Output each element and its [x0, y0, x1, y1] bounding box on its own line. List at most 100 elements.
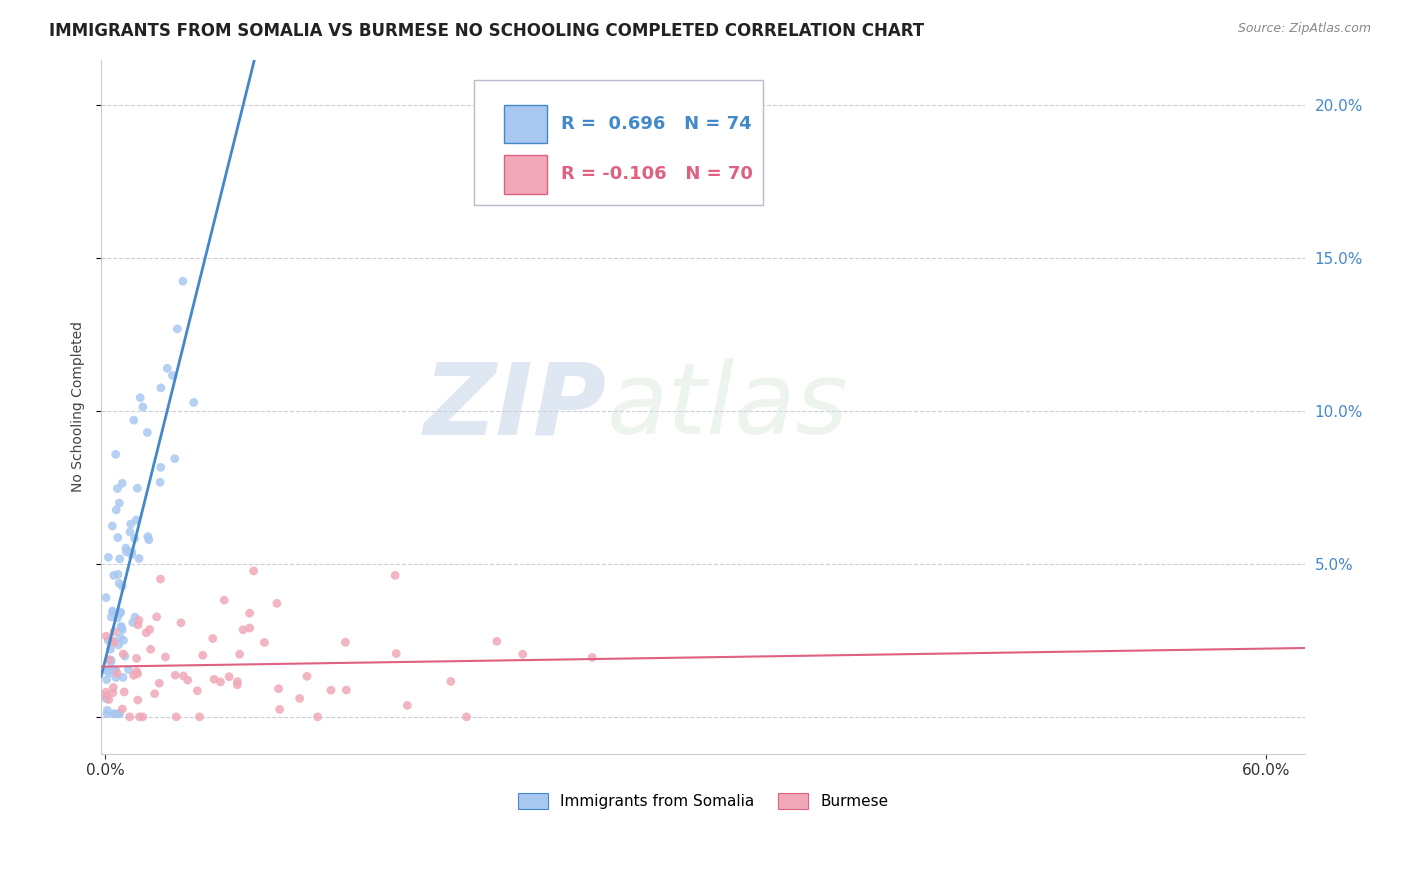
Point — [103, 568, 125, 582]
Point — [105, 503, 128, 517]
Point — [94, 685, 117, 699]
Point — [319, 683, 342, 698]
Point — [440, 674, 463, 689]
Point — [96, 664, 118, 678]
Point — [121, 548, 143, 562]
FancyBboxPatch shape — [505, 104, 547, 143]
Point — [149, 381, 172, 395]
Point — [170, 615, 193, 630]
FancyBboxPatch shape — [474, 80, 763, 205]
Point — [112, 633, 135, 648]
Point — [105, 666, 128, 681]
Y-axis label: No Schooling Completed: No Schooling Completed — [72, 321, 86, 492]
Point — [103, 681, 125, 695]
Point — [118, 710, 141, 724]
Point — [96, 663, 118, 677]
Point — [108, 706, 131, 721]
Point — [112, 670, 135, 684]
Point — [212, 593, 235, 607]
Point — [96, 706, 118, 721]
Point — [385, 647, 408, 661]
Point — [127, 481, 149, 495]
Point — [94, 691, 117, 706]
Point — [114, 648, 136, 663]
Point — [485, 634, 508, 648]
Point — [145, 610, 167, 624]
Point — [108, 552, 131, 566]
Point — [107, 611, 129, 625]
Point — [104, 663, 127, 677]
Point — [335, 635, 357, 649]
Point — [103, 664, 125, 678]
Point — [138, 533, 160, 547]
Point — [100, 642, 122, 657]
Point — [396, 698, 419, 713]
Point — [110, 619, 132, 633]
Point — [104, 706, 127, 721]
Point — [107, 531, 129, 545]
Point — [188, 710, 211, 724]
Point — [239, 621, 262, 635]
Point — [162, 368, 184, 383]
Point — [125, 665, 148, 679]
Point — [100, 610, 122, 624]
Point — [96, 673, 118, 687]
Point — [101, 519, 124, 533]
Point — [111, 476, 134, 491]
Legend: Immigrants from Somalia, Burmese: Immigrants from Somalia, Burmese — [512, 787, 894, 815]
Point — [125, 513, 148, 527]
Point — [101, 633, 124, 648]
Point — [122, 413, 145, 427]
Point — [218, 670, 240, 684]
Point — [201, 632, 224, 646]
Point — [121, 615, 143, 630]
Point — [94, 689, 117, 703]
Point — [155, 649, 177, 664]
Point — [307, 710, 329, 724]
Point — [104, 447, 127, 461]
Point — [191, 648, 214, 663]
Text: ZIP: ZIP — [423, 358, 607, 455]
Point — [239, 606, 262, 620]
Point — [100, 653, 122, 667]
Point — [209, 675, 232, 690]
Point — [124, 532, 146, 546]
Point — [108, 631, 131, 645]
Point — [139, 642, 162, 657]
Point — [97, 550, 120, 565]
Point — [232, 623, 254, 637]
Point — [148, 676, 170, 690]
Point — [163, 451, 186, 466]
Point — [128, 710, 150, 724]
Point — [172, 669, 194, 683]
Point — [108, 576, 131, 591]
Point — [456, 710, 478, 724]
Point — [108, 496, 131, 510]
Point — [97, 692, 120, 706]
Point — [128, 551, 150, 566]
Text: atlas: atlas — [607, 358, 848, 455]
Point — [149, 572, 172, 586]
Point — [132, 710, 155, 724]
Point — [143, 687, 166, 701]
Text: Source: ZipAtlas.com: Source: ZipAtlas.com — [1237, 22, 1371, 36]
Point — [136, 530, 159, 544]
Text: R =  0.696   N = 74: R = 0.696 N = 74 — [561, 115, 752, 133]
Point — [127, 693, 149, 707]
Point — [112, 685, 135, 699]
Point — [149, 475, 172, 490]
FancyBboxPatch shape — [505, 155, 547, 194]
Point — [165, 668, 187, 682]
Point — [186, 683, 208, 698]
Text: IMMIGRANTS FROM SOMALIA VS BURMESE NO SCHOOLING COMPLETED CORRELATION CHART: IMMIGRANTS FROM SOMALIA VS BURMESE NO SC… — [49, 22, 924, 40]
Point — [266, 596, 288, 610]
Point — [101, 606, 124, 620]
Point — [165, 710, 187, 724]
Point — [96, 629, 118, 643]
Text: R = -0.106   N = 70: R = -0.106 N = 70 — [561, 165, 752, 184]
Point — [125, 651, 148, 665]
Point — [139, 623, 162, 637]
Point — [103, 636, 125, 650]
Point — [132, 400, 155, 414]
Point — [107, 567, 129, 582]
